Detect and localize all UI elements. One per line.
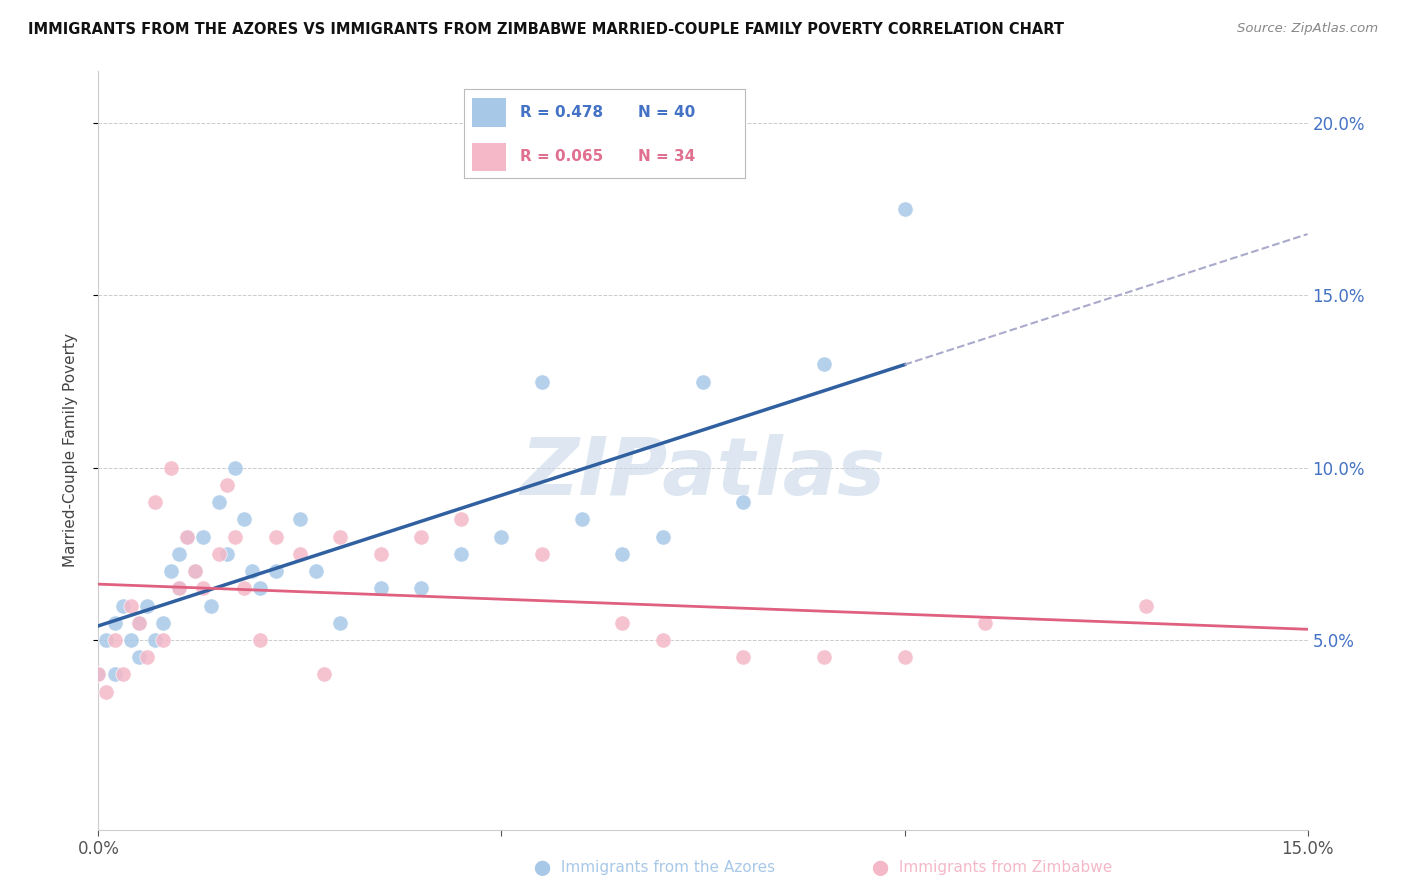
- Point: [167, 582, 190, 596]
- Point: [120, 599, 142, 613]
- Point: [167, 547, 190, 561]
- Point: [314, 667, 336, 681]
- Y-axis label: Married-Couple Family Poverty: Married-Couple Family Poverty: [63, 334, 77, 567]
- Point: [409, 582, 432, 596]
- Point: [176, 530, 198, 544]
- Point: [530, 547, 553, 561]
- Point: [208, 547, 231, 561]
- Text: N = 40: N = 40: [638, 105, 696, 120]
- FancyBboxPatch shape: [472, 98, 506, 127]
- Point: [232, 582, 254, 596]
- Point: [651, 530, 673, 544]
- Point: [87, 667, 110, 681]
- Point: [208, 495, 231, 509]
- Point: [184, 564, 207, 578]
- Point: [692, 375, 714, 389]
- Point: [974, 615, 997, 630]
- Point: [128, 650, 150, 665]
- Point: [96, 684, 118, 698]
- Point: [813, 650, 835, 665]
- Point: [240, 564, 263, 578]
- Point: [651, 633, 673, 648]
- Point: [571, 512, 593, 526]
- Point: [329, 530, 352, 544]
- Point: [893, 202, 915, 217]
- Point: [450, 512, 472, 526]
- Point: [167, 582, 190, 596]
- Point: [450, 547, 472, 561]
- Text: N = 34: N = 34: [638, 150, 696, 164]
- Point: [143, 495, 166, 509]
- Text: ⬤  Immigrants from the Azores: ⬤ Immigrants from the Azores: [534, 860, 775, 876]
- Point: [217, 547, 239, 561]
- Point: [111, 599, 134, 613]
- Point: [305, 564, 328, 578]
- Point: [370, 582, 392, 596]
- Point: [160, 460, 183, 475]
- Point: [160, 564, 183, 578]
- Point: [103, 667, 125, 681]
- Point: [143, 633, 166, 648]
- Point: [288, 547, 311, 561]
- Point: [120, 633, 142, 648]
- Point: [491, 530, 513, 544]
- Point: [288, 512, 311, 526]
- Point: [612, 547, 634, 561]
- Point: [530, 375, 553, 389]
- Point: [813, 357, 835, 371]
- Point: [103, 615, 125, 630]
- Point: [184, 564, 207, 578]
- Point: [224, 460, 246, 475]
- Point: [232, 512, 254, 526]
- Text: IMMIGRANTS FROM THE AZORES VS IMMIGRANTS FROM ZIMBABWE MARRIED-COUPLE FAMILY POV: IMMIGRANTS FROM THE AZORES VS IMMIGRANTS…: [28, 22, 1064, 37]
- Point: [193, 530, 215, 544]
- Point: [135, 599, 157, 613]
- Point: [111, 667, 134, 681]
- Point: [733, 650, 755, 665]
- Text: R = 0.065: R = 0.065: [520, 150, 603, 164]
- Point: [96, 633, 118, 648]
- Point: [87, 667, 110, 681]
- Point: [1135, 599, 1157, 613]
- Point: [329, 615, 352, 630]
- FancyBboxPatch shape: [472, 143, 506, 171]
- Point: [409, 530, 432, 544]
- Point: [193, 582, 215, 596]
- Point: [612, 615, 634, 630]
- Text: R = 0.478: R = 0.478: [520, 105, 603, 120]
- Point: [152, 615, 174, 630]
- Point: [224, 530, 246, 544]
- Point: [733, 495, 755, 509]
- Point: [264, 564, 287, 578]
- Point: [200, 599, 222, 613]
- Point: [370, 547, 392, 561]
- Point: [135, 650, 157, 665]
- Point: [128, 615, 150, 630]
- Point: [264, 530, 287, 544]
- Point: [217, 478, 239, 492]
- Text: ZIPatlas: ZIPatlas: [520, 434, 886, 512]
- Point: [152, 633, 174, 648]
- Point: [128, 615, 150, 630]
- Text: ⬤  Immigrants from Zimbabwe: ⬤ Immigrants from Zimbabwe: [872, 860, 1112, 876]
- Point: [893, 650, 915, 665]
- Point: [249, 582, 271, 596]
- Point: [249, 633, 271, 648]
- Text: Source: ZipAtlas.com: Source: ZipAtlas.com: [1237, 22, 1378, 36]
- Point: [176, 530, 198, 544]
- Point: [103, 633, 125, 648]
